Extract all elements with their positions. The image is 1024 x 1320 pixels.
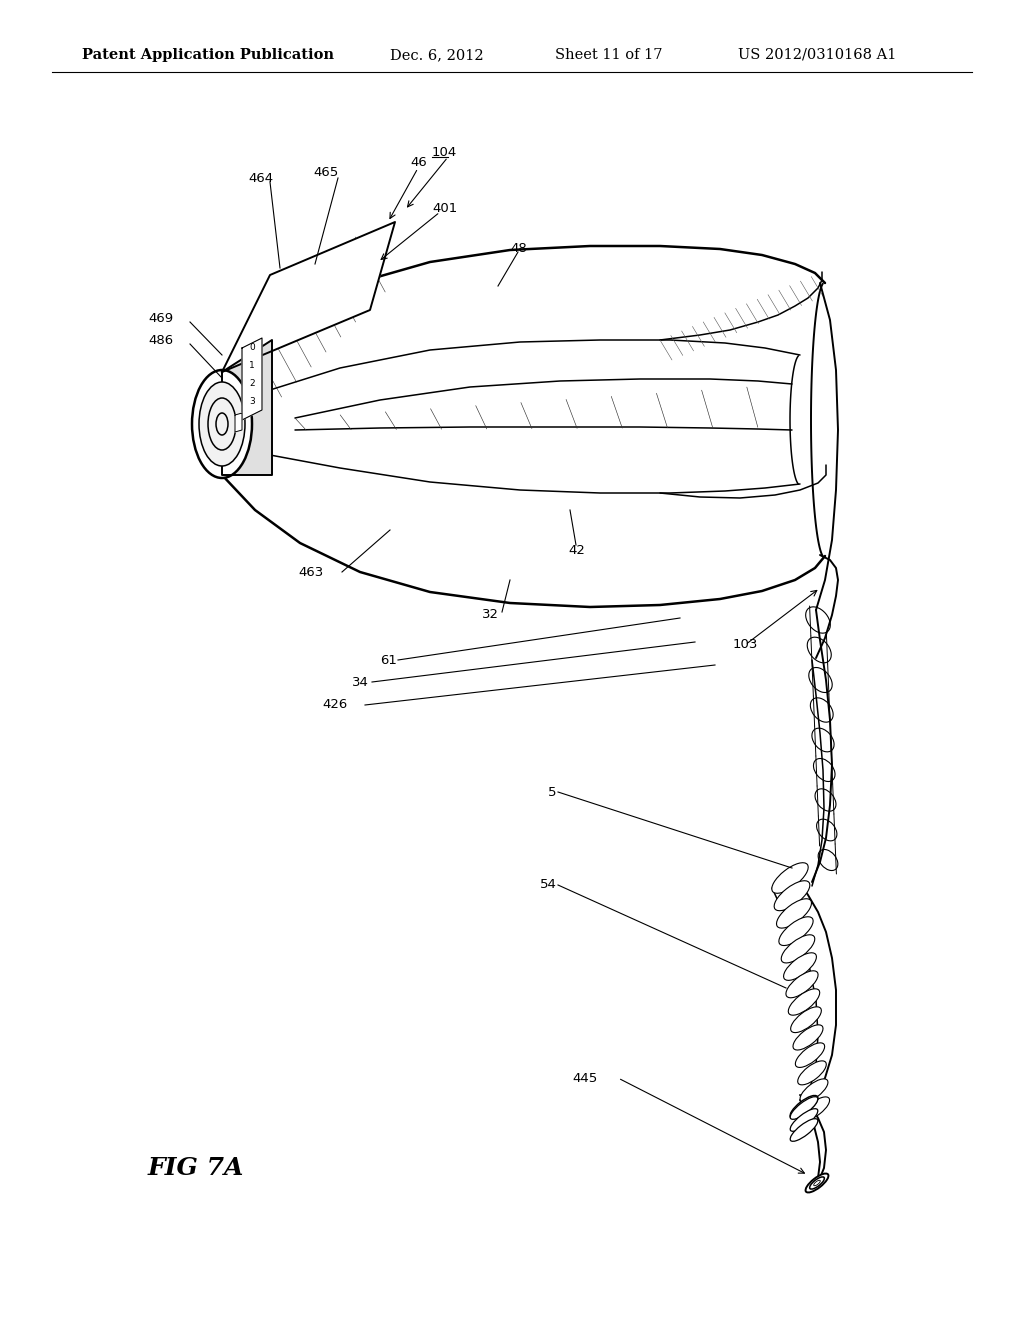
Ellipse shape — [772, 863, 808, 894]
Text: FIG 7A: FIG 7A — [148, 1156, 245, 1180]
Text: 2: 2 — [249, 379, 255, 388]
Ellipse shape — [779, 917, 813, 945]
Polygon shape — [222, 222, 395, 372]
Ellipse shape — [774, 880, 810, 911]
Text: Sheet 11 of 17: Sheet 11 of 17 — [555, 48, 663, 62]
Ellipse shape — [800, 1078, 828, 1102]
Text: 5: 5 — [548, 785, 556, 799]
Text: 465: 465 — [313, 165, 338, 178]
Text: 0: 0 — [249, 342, 255, 351]
Ellipse shape — [810, 1177, 824, 1189]
Text: 34: 34 — [352, 676, 369, 689]
Text: 469: 469 — [148, 312, 173, 325]
Text: 445: 445 — [572, 1072, 597, 1085]
Ellipse shape — [788, 989, 820, 1015]
Polygon shape — [222, 341, 272, 475]
Ellipse shape — [193, 370, 252, 478]
Ellipse shape — [791, 1096, 818, 1118]
Text: US 2012/0310168 A1: US 2012/0310168 A1 — [738, 48, 896, 62]
Text: 32: 32 — [482, 609, 499, 622]
Ellipse shape — [806, 1173, 828, 1192]
Ellipse shape — [791, 1109, 818, 1131]
Ellipse shape — [791, 1118, 818, 1142]
Text: 103: 103 — [733, 639, 759, 652]
Ellipse shape — [783, 953, 816, 981]
Text: 486: 486 — [148, 334, 173, 346]
Text: 401: 401 — [432, 202, 458, 214]
Text: 463: 463 — [298, 565, 324, 578]
Text: 46: 46 — [410, 156, 427, 169]
Ellipse shape — [796, 1043, 824, 1068]
Ellipse shape — [776, 899, 811, 928]
Polygon shape — [234, 413, 242, 432]
Text: 48: 48 — [510, 242, 526, 255]
Text: 1: 1 — [249, 360, 255, 370]
Ellipse shape — [199, 381, 245, 466]
Ellipse shape — [791, 1007, 821, 1032]
Ellipse shape — [786, 970, 818, 998]
Ellipse shape — [803, 1097, 829, 1119]
Text: 61: 61 — [380, 653, 397, 667]
Polygon shape — [242, 338, 262, 420]
Text: 464: 464 — [248, 172, 273, 185]
Ellipse shape — [781, 935, 815, 964]
Text: 42: 42 — [568, 544, 585, 557]
Text: 54: 54 — [540, 879, 557, 891]
Text: 3: 3 — [249, 396, 255, 405]
Ellipse shape — [793, 1024, 823, 1049]
Ellipse shape — [791, 1097, 818, 1119]
Text: 426: 426 — [322, 698, 347, 711]
Text: Patent Application Publication: Patent Application Publication — [82, 48, 334, 62]
Text: Dec. 6, 2012: Dec. 6, 2012 — [390, 48, 483, 62]
Text: 104: 104 — [432, 145, 458, 158]
Ellipse shape — [798, 1061, 826, 1085]
